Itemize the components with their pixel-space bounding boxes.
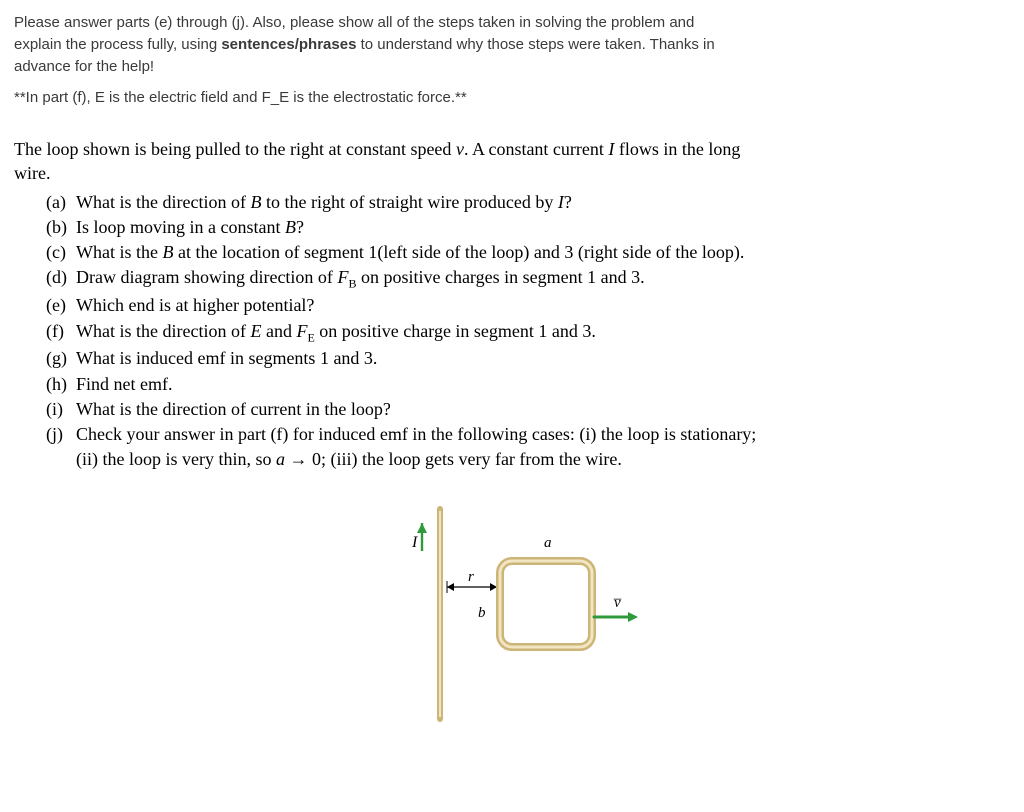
part-b: (b) Is loop moving in a constant B? [46, 215, 1010, 239]
parts-list: (a) What is the direction of B to the ri… [46, 190, 1010, 471]
intro-line2a: explain the process fully, using [14, 36, 221, 53]
intro-line3: advance for the help! [14, 58, 154, 75]
svg-text:v̅: v̅ [613, 595, 622, 611]
diagram-container: Ir a b v̅ [14, 499, 1010, 729]
svg-text:r: r [468, 569, 474, 585]
part-d: (d) Draw diagram showing direction of FB… [46, 265, 1010, 292]
part-i: (i) What is the direction of current in … [46, 397, 1010, 421]
part-a: (a) What is the direction of B to the ri… [46, 190, 1010, 214]
intro-line2b: to understand why those steps were taken… [356, 36, 714, 53]
svg-text:a: a [544, 535, 552, 551]
part-c: (c) What is the B at the location of seg… [46, 240, 1010, 264]
clarification-note: **In part (f), E is the electric field a… [14, 87, 1010, 109]
part-e: (e) Which end is at higher potential? [46, 293, 1010, 317]
physics-diagram: Ir a b v̅ [362, 499, 662, 729]
intro-line1: Please answer parts (e) through (j). Als… [14, 14, 694, 31]
problem-stem: The loop shown is being pulled to the ri… [14, 137, 1010, 186]
svg-text:I: I [411, 534, 418, 551]
svg-text:b: b [478, 605, 486, 621]
part-j: (j) Check your answer in part (f) for in… [46, 422, 1010, 471]
part-h: (h) Find net emf. [46, 372, 1010, 396]
part-f: (f) What is the direction of E and FE on… [46, 319, 1010, 346]
intro-paragraph: Please answer parts (e) through (j). Als… [14, 12, 1010, 77]
problem-block: The loop shown is being pulled to the ri… [14, 137, 1010, 729]
intro-bold: sentences/phrases [221, 36, 356, 53]
part-g: (g) What is induced emf in segments 1 an… [46, 346, 1010, 370]
